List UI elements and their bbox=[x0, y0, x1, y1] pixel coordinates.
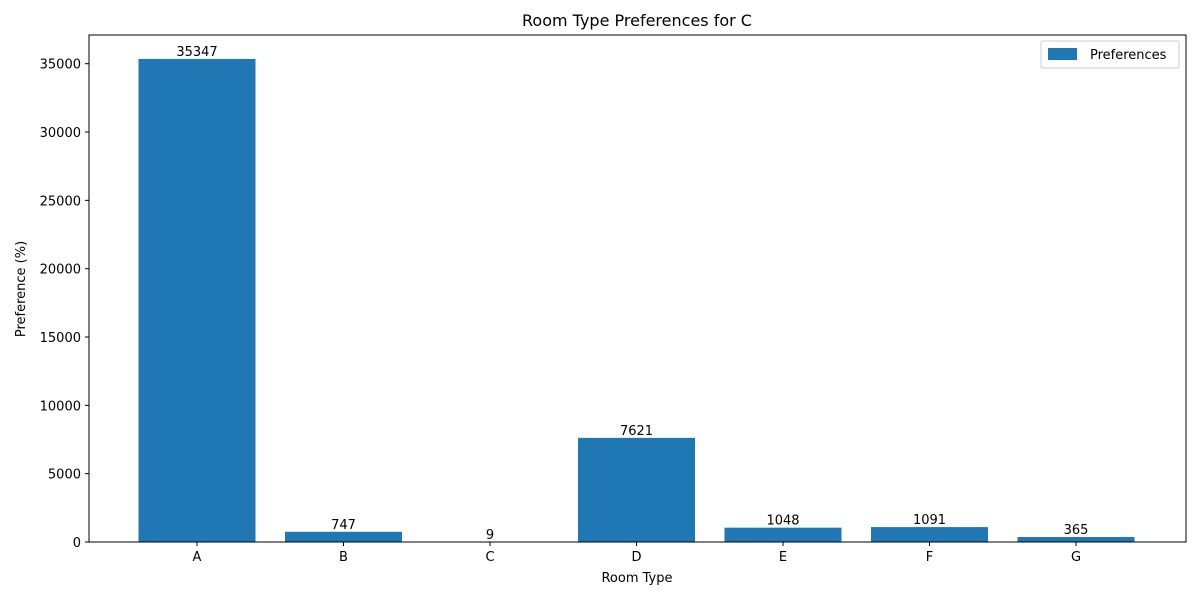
data-label-b: 747 bbox=[331, 518, 356, 533]
legend-label: Preferences bbox=[1090, 48, 1167, 63]
y-axis: 0 5000 10000 15000 20000 25000 30000 35000 bbox=[40, 58, 89, 551]
x-tick-label: B bbox=[339, 550, 348, 565]
y-axis-label: Preference (%) bbox=[14, 241, 29, 337]
x-tick-label: G bbox=[1071, 550, 1081, 565]
y-tick-label: 35000 bbox=[40, 58, 81, 73]
y-tick-label: 5000 bbox=[48, 468, 81, 483]
bar-f bbox=[871, 527, 988, 542]
x-axis-label: Room Type bbox=[601, 571, 672, 586]
legend: Preferences bbox=[1040, 40, 1180, 69]
data-label-e: 1048 bbox=[766, 514, 799, 529]
data-label-a: 35347 bbox=[176, 45, 217, 60]
x-tick-label: A bbox=[193, 550, 202, 565]
data-label-d: 7621 bbox=[620, 424, 653, 439]
legend-swatch bbox=[1048, 48, 1077, 60]
data-label-f: 1091 bbox=[913, 513, 946, 528]
y-tick-label: 0 bbox=[73, 536, 81, 551]
x-tick-label: D bbox=[631, 550, 641, 565]
bar-g bbox=[1017, 537, 1135, 542]
y-tick-label: 30000 bbox=[40, 126, 81, 141]
chart-title: Room Type Preferences for C bbox=[522, 11, 752, 30]
x-tick-label: F bbox=[926, 550, 933, 565]
data-label-g: 365 bbox=[1064, 523, 1089, 538]
plot-frame bbox=[88, 34, 1187, 543]
legend-box bbox=[1040, 40, 1180, 69]
x-tick-label: E bbox=[779, 550, 787, 565]
y-tick-label: 25000 bbox=[40, 194, 81, 209]
bar-e bbox=[724, 527, 842, 542]
bars-group bbox=[138, 58, 1135, 543]
data-label-c: 9 bbox=[486, 528, 494, 543]
y-tick-label: 15000 bbox=[40, 331, 81, 346]
y-tick-label: 20000 bbox=[40, 263, 81, 278]
bar-b bbox=[285, 531, 402, 542]
data-labels-group: 35347 747 9 7621 1048 1091 365 bbox=[176, 45, 1088, 543]
x-tick-label: C bbox=[485, 550, 494, 565]
bar-a bbox=[138, 58, 256, 543]
y-tick-label: 10000 bbox=[40, 399, 81, 414]
x-axis: A B C D E F G bbox=[193, 542, 1081, 565]
bar-d bbox=[578, 437, 695, 542]
